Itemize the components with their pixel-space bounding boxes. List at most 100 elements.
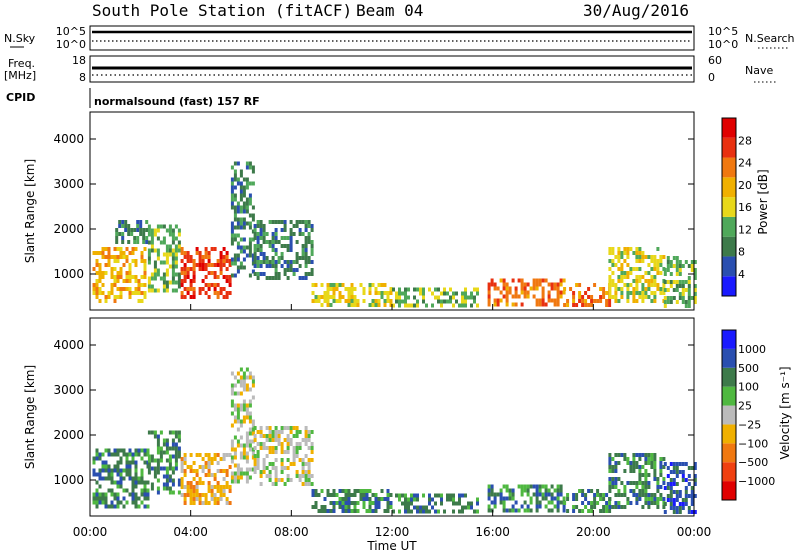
echo-cell <box>174 430 178 435</box>
echo-cell <box>233 435 237 440</box>
nsky-tick-bottom: 10^0 <box>56 38 86 51</box>
echo-cell <box>535 496 539 501</box>
echo-cell <box>632 489 636 493</box>
echo-cell <box>508 492 512 497</box>
echo-cell <box>265 446 269 450</box>
echo-cell <box>283 236 287 240</box>
echo-cell <box>344 489 348 493</box>
echo-cell <box>350 303 354 307</box>
echo-cell <box>177 482 181 487</box>
echo-cell <box>647 493 651 497</box>
echo-cell <box>98 287 102 291</box>
echo-cell <box>292 224 296 228</box>
echo-cell <box>165 228 169 233</box>
echo-cell <box>216 259 220 263</box>
echo-cell <box>487 488 491 493</box>
echo-cell <box>125 271 129 275</box>
echo-cell <box>693 272 697 276</box>
echo-cell <box>98 279 102 283</box>
echo-cell <box>368 489 372 493</box>
echo-cell <box>104 496 108 501</box>
echo-cell <box>207 481 211 485</box>
echo-cell <box>690 296 694 300</box>
echo-cell <box>256 220 260 224</box>
echo-cell <box>329 493 333 497</box>
echo-cell <box>131 492 135 497</box>
echo-cell <box>407 501 410 506</box>
echo-cell <box>416 303 419 308</box>
echo-cell <box>605 299 609 303</box>
echo-cell <box>189 485 193 489</box>
echo-cell <box>301 470 305 474</box>
echo-cell <box>236 391 240 396</box>
echo-cell <box>239 403 243 408</box>
echo-cell <box>110 275 114 279</box>
echo-cell <box>566 509 570 513</box>
echo-cell <box>461 509 464 514</box>
echo-cell <box>605 501 609 505</box>
echo-cell <box>298 256 302 260</box>
echo-cell <box>669 296 673 300</box>
echo-cell <box>147 462 151 467</box>
echo-cell <box>251 237 255 242</box>
echo-cell <box>523 294 527 299</box>
echo-cell <box>626 497 630 501</box>
echo-cell <box>461 299 464 304</box>
echo-cell <box>162 288 166 293</box>
echo-cell <box>647 255 651 259</box>
echo-cell <box>323 509 327 513</box>
echo-cell <box>268 430 272 434</box>
echo-cell <box>236 161 240 166</box>
echo-cell <box>110 291 114 295</box>
echo-cell <box>289 438 293 442</box>
echo-cell <box>180 493 184 497</box>
echo-cell <box>307 434 311 438</box>
echo-cell <box>301 244 305 248</box>
echo-cell <box>248 475 252 480</box>
echo-cell <box>204 263 208 267</box>
echo-cell <box>113 504 117 509</box>
echo-cell <box>617 267 621 271</box>
echo-cell <box>256 454 260 458</box>
echo-cell <box>556 488 560 493</box>
echo-cell <box>614 291 618 295</box>
echo-cell <box>289 244 293 248</box>
echo-cell <box>499 492 503 497</box>
echo-cell <box>183 295 187 299</box>
echo-cell <box>116 500 120 505</box>
echo-cell <box>672 502 676 506</box>
echo-cell <box>311 283 315 287</box>
echo-cell <box>608 489 612 493</box>
echo-cell <box>326 295 330 299</box>
echo-cell <box>286 442 290 446</box>
echo-cell <box>590 303 594 307</box>
echo-cell <box>332 295 336 299</box>
echo-cell <box>242 371 246 376</box>
echo-cell <box>183 473 187 477</box>
echo-cell <box>242 407 246 412</box>
echo-cell <box>228 501 232 505</box>
echo-cell <box>168 486 172 491</box>
echo-cell <box>289 462 293 466</box>
echo-cell <box>666 482 670 486</box>
echo-cell <box>171 264 175 269</box>
echo-cell <box>292 446 296 450</box>
freq-tick-bottom: 8 <box>79 71 86 84</box>
echo-cell <box>502 504 506 509</box>
echo-cell <box>638 469 642 473</box>
echo-cell <box>248 399 252 404</box>
echo-cell <box>274 470 278 474</box>
ytick-label: 1000 <box>53 267 84 281</box>
echo-cell <box>233 185 237 190</box>
echo-cell <box>675 300 679 304</box>
echo-cell <box>434 287 437 292</box>
echo-cell <box>92 287 96 291</box>
echo-cell <box>292 268 296 272</box>
echo-cell <box>216 497 220 501</box>
echo-cell <box>165 482 169 487</box>
echo-cell <box>236 403 240 408</box>
echo-cell <box>416 299 419 304</box>
echo-cell <box>156 252 160 257</box>
echo-cell <box>314 493 318 497</box>
echo-cell <box>134 492 138 497</box>
